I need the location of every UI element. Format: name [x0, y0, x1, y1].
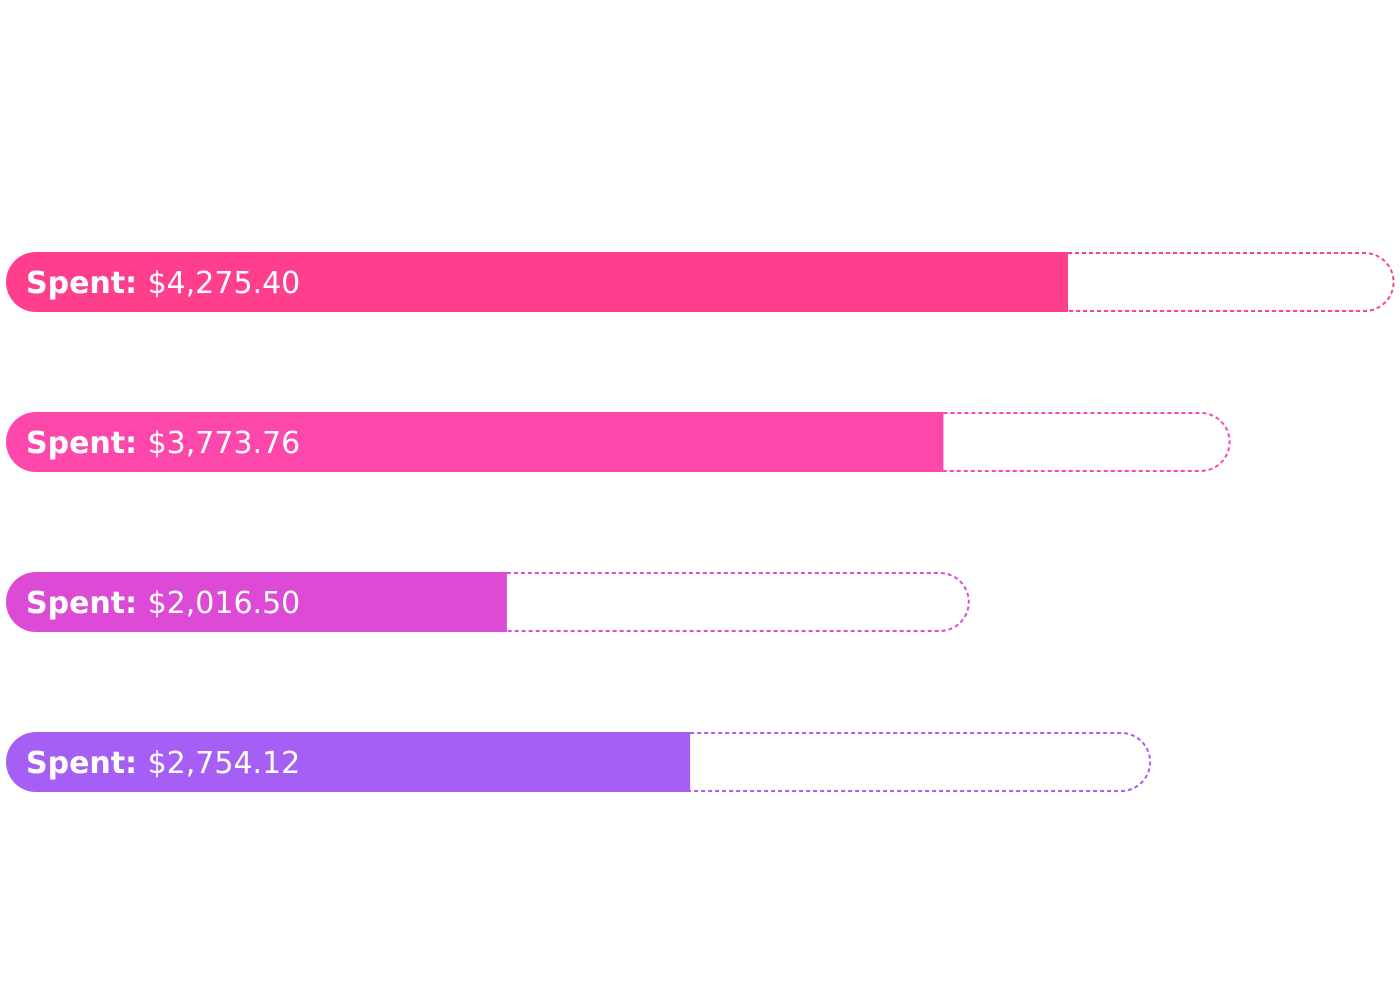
bar-group-3: Spent: $2,016.50 [6, 572, 970, 632]
bar-spent [6, 412, 944, 472]
bar-budget-outline [943, 412, 1231, 472]
bar-budget-outline [1068, 252, 1395, 312]
bar-spent [6, 732, 691, 792]
bar-spent [6, 572, 507, 632]
bar-group-1: Spent: $4,275.40 [6, 252, 1395, 312]
spent-value: $3,773.76 [148, 426, 301, 461]
bar-label: Spent: $2,754.12 [26, 746, 300, 781]
spent-value: $2,016.50 [148, 586, 301, 621]
spent-prefix: Spent: [26, 266, 148, 301]
bar-budget-outline [506, 572, 970, 632]
spent-value: $2,754.12 [148, 746, 301, 781]
spent-prefix: Spent: [26, 746, 148, 781]
bar-group-4: Spent: $2,754.12 [6, 732, 1152, 792]
spent-value: $4,275.40 [148, 266, 301, 301]
bar-budget-outline [690, 732, 1152, 792]
bar-group-2: Spent: $3,773.76 [6, 412, 1231, 472]
spent-prefix: Spent: [26, 426, 148, 461]
spent-prefix: Spent: [26, 586, 148, 621]
bar-spent [6, 252, 1069, 312]
bar-label: Spent: $4,275.40 [26, 266, 300, 301]
bar-label: Spent: $2,016.50 [26, 586, 300, 621]
bar-label: Spent: $3,773.76 [26, 426, 300, 461]
